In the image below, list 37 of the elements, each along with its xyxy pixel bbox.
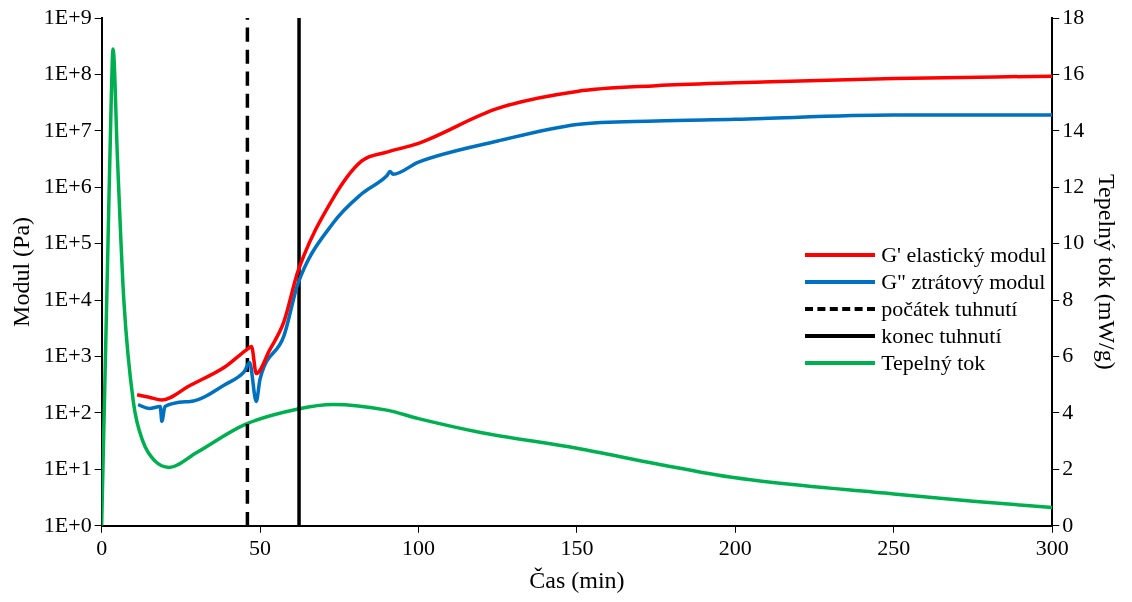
y2-tick-label: 8	[1062, 285, 1074, 311]
y2-tick-label: 18	[1062, 3, 1085, 29]
y2-axis-title: Tepelný tok (mW/g)	[1094, 174, 1121, 370]
legend-label: G" ztrátový modul	[881, 268, 1046, 295]
line-series	[136, 113, 1053, 424]
line-series	[135, 74, 1053, 402]
y-tick-label: 1E+9	[43, 3, 92, 29]
y2-tick-label: 0	[1062, 511, 1074, 537]
legend-label: počátek tuhnutí	[881, 295, 1018, 322]
y-tick-label: 1E+1	[43, 455, 92, 481]
y-tick-label: 1E+3	[43, 342, 92, 368]
legend-label: Tepelný tok	[881, 349, 986, 376]
x-tick-label: 250	[877, 534, 911, 560]
legend-label: konec tuhnutí	[881, 322, 1002, 349]
x-tick-label: 0	[96, 534, 108, 560]
x-tick-label: 150	[560, 534, 594, 560]
y-tick-label: 1E+5	[43, 229, 92, 255]
y-tick-label: 1E+8	[43, 60, 92, 86]
y2-tick-label: 12	[1062, 173, 1085, 199]
y-tick-label: 1E+2	[43, 398, 92, 424]
y2-tick-label: 2	[1062, 455, 1074, 481]
x-tick-label: 200	[718, 534, 752, 560]
y2-tick-label: 6	[1062, 342, 1074, 368]
y-tick-label: 1E+0	[43, 511, 92, 537]
y-axis-title: Modul (Pa)	[7, 216, 34, 327]
x-tick-label: 100	[402, 534, 435, 560]
y2-tick-label: 14	[1062, 116, 1085, 142]
x-tick-label: 300	[1035, 534, 1069, 560]
y2-tick-label: 4	[1062, 398, 1074, 424]
y2-tick-label: 16	[1062, 60, 1085, 86]
y-tick-label: 1E+4	[43, 285, 92, 311]
legend-label: G' elastický modul	[881, 241, 1047, 268]
x-tick-label: 50	[249, 534, 272, 560]
x-axis-title: Čas (min)	[529, 566, 625, 593]
y-tick-label: 1E+6	[43, 173, 92, 199]
y2-tick-label: 10	[1062, 229, 1085, 255]
y-tick-label: 1E+7	[43, 116, 92, 142]
